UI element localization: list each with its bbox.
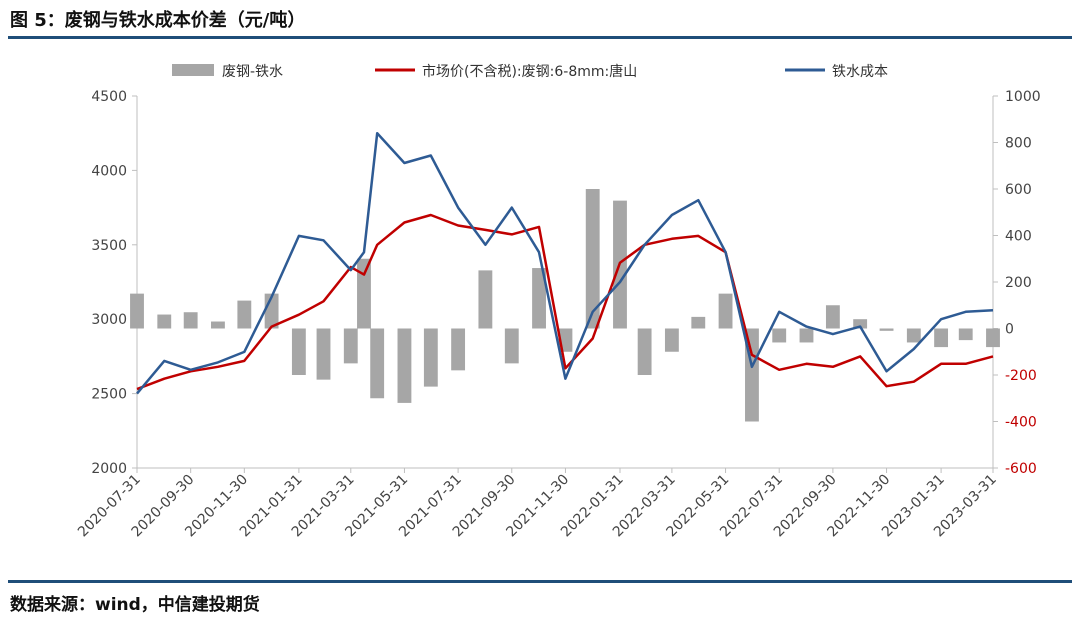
- spread-bar: [718, 293, 733, 329]
- spread-bar: [664, 328, 679, 352]
- legend-label-spread: 废钢-铁水: [222, 64, 283, 80]
- spread-bar: [934, 328, 949, 348]
- spread-bar: [157, 314, 172, 329]
- spread-bar: [183, 312, 198, 329]
- spread-bar: [691, 316, 706, 329]
- spread-bar: [343, 328, 358, 364]
- source-note: 数据来源：wind，中信建投期货: [10, 595, 260, 615]
- spread-bar: [211, 321, 225, 329]
- right-tick-label: 400: [1005, 229, 1032, 245]
- spread-bar: [130, 293, 144, 329]
- spread-bar: [532, 268, 546, 329]
- spread-bar: [504, 328, 519, 364]
- spread-bar: [423, 328, 438, 387]
- legend-swatch-spread: [172, 64, 214, 76]
- right-tick-label: -400: [1005, 415, 1037, 431]
- footer-rule: [8, 580, 1072, 583]
- spread-bar: [879, 328, 894, 331]
- spread-bar: [637, 328, 652, 375]
- legend: 废钢-铁水 市场价(不含税):废钢:6-8mm:唐山 铁水成本: [172, 63, 888, 80]
- scrap-price-line: [136, 213, 994, 391]
- series-lines: [136, 131, 994, 395]
- right-tick-label: -600: [1005, 461, 1037, 477]
- left-tick-label: 2500: [91, 387, 127, 403]
- spread-bar: [451, 328, 466, 371]
- chart-title: 图 5：废钢与铁水成本价差（元/吨）: [10, 10, 306, 31]
- title-rule: [8, 36, 1072, 39]
- spread-bar: [237, 300, 252, 329]
- right-tick-label: 200: [1005, 275, 1032, 291]
- spread-bar: [291, 328, 306, 375]
- spread-bar: [585, 189, 600, 329]
- iron-cost-line: [136, 131, 994, 395]
- spread-bar: [772, 328, 787, 343]
- left-tick-label: 3000: [91, 312, 127, 328]
- right-tick-label: 600: [1005, 182, 1032, 198]
- right-tick-label: 800: [1005, 136, 1032, 152]
- spread-bar: [357, 258, 371, 329]
- left-tick-label: 4500: [91, 89, 127, 105]
- spread-bar: [906, 328, 921, 343]
- spread-bar: [825, 305, 840, 329]
- spread-bar: [799, 328, 814, 343]
- spread-bar: [478, 270, 493, 329]
- left-tick-label: 3500: [91, 238, 127, 254]
- spread-bar: [316, 328, 331, 380]
- right-tick-label: 1000: [1005, 89, 1041, 105]
- right-tick-label: 0: [1005, 322, 1014, 338]
- left-tick-label: 4000: [91, 163, 127, 179]
- axes-layer: [132, 95, 998, 473]
- spread-bar: [986, 328, 1000, 348]
- spread-bars: [130, 189, 1000, 422]
- legend-label-iron: 铁水成本: [832, 64, 888, 80]
- right-tick-label: -200: [1005, 368, 1037, 384]
- spread-bar: [958, 328, 973, 341]
- legend-label-scrap: 市场价(不含税):废钢:6-8mm:唐山: [422, 63, 637, 80]
- left-tick-label: 2000: [91, 461, 127, 477]
- spread-bar: [370, 328, 385, 399]
- spread-bar: [853, 319, 868, 329]
- tick-labels: 2000 2500 3000 3500 4000 4500 -600 -400 -200 0 200…: [75, 89, 1041, 540]
- spread-bar: [397, 328, 412, 403]
